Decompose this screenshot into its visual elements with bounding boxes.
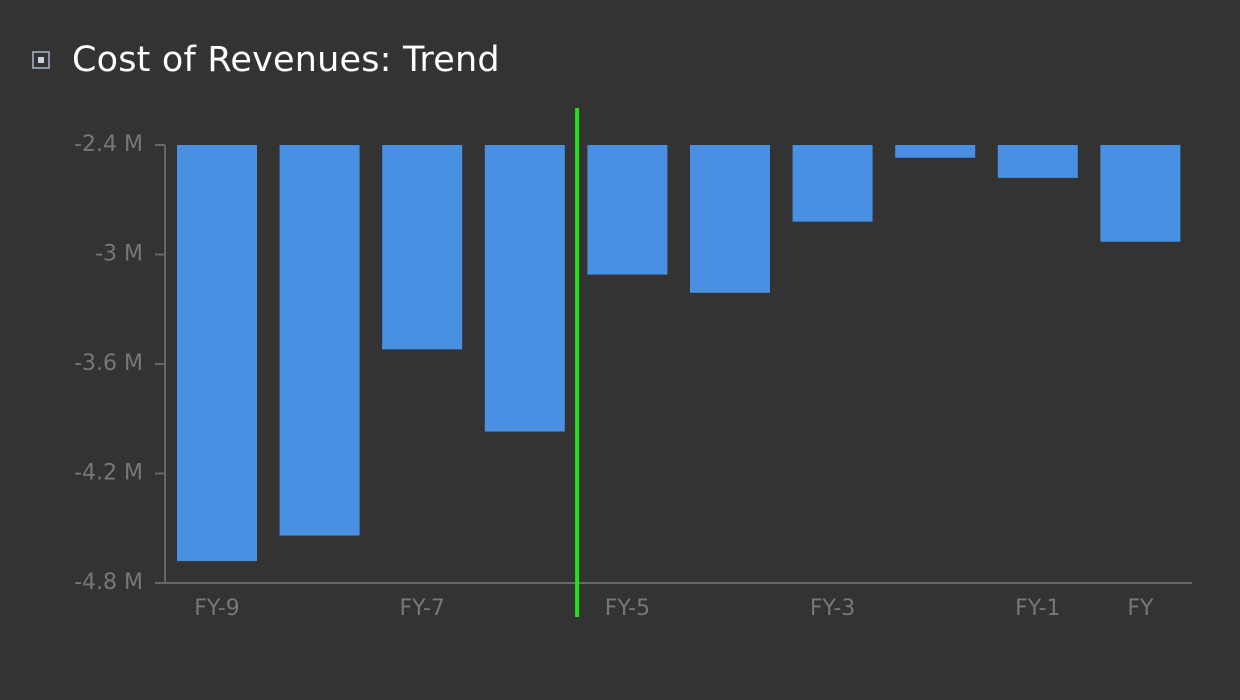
chart-header: Cost of Revenues: Trend — [32, 36, 500, 84]
y-tick-label: -2.4 M — [74, 132, 143, 157]
bar-fy-4[interactable] — [690, 145, 770, 293]
x-tick-label: FY — [1127, 596, 1154, 621]
collapse-square-icon[interactable] — [32, 51, 50, 69]
bar-fy-6[interactable] — [484, 145, 565, 432]
bar-fy-5[interactable] — [587, 145, 668, 275]
bar-fy-7[interactable] — [382, 145, 463, 350]
x-tick-label: FY-1 — [1015, 596, 1060, 621]
bar-fy-2[interactable] — [895, 145, 976, 158]
bar-fy-3[interactable] — [792, 145, 873, 222]
bar-fy-8[interactable] — [279, 145, 360, 536]
bar-fy-1[interactable] — [997, 145, 1078, 178]
x-tick-label: FY-7 — [399, 596, 444, 621]
y-tick-label: -4.2 M — [74, 461, 143, 486]
y-axis: -2.4 M -3 M -3.6 M -4.2 M -4.8 M — [74, 132, 166, 595]
bars — [177, 145, 1181, 562]
bar-fy[interactable] — [1100, 145, 1181, 242]
x-tick-label: FY-3 — [810, 596, 855, 621]
y-tick-label: -4.8 M — [74, 570, 143, 595]
chart-title: Cost of Revenues: Trend — [72, 40, 500, 80]
bar-fy-9[interactable] — [177, 145, 257, 562]
x-tick-label: FY-5 — [605, 596, 650, 621]
x-axis: FY-9 FY-7 FY-5 FY-3 FY-1 FY — [165, 582, 1192, 621]
x-tick-label: FY-9 — [194, 596, 239, 621]
y-tick-label: -3.6 M — [74, 351, 143, 376]
y-tick-label: -3 M — [95, 242, 143, 267]
